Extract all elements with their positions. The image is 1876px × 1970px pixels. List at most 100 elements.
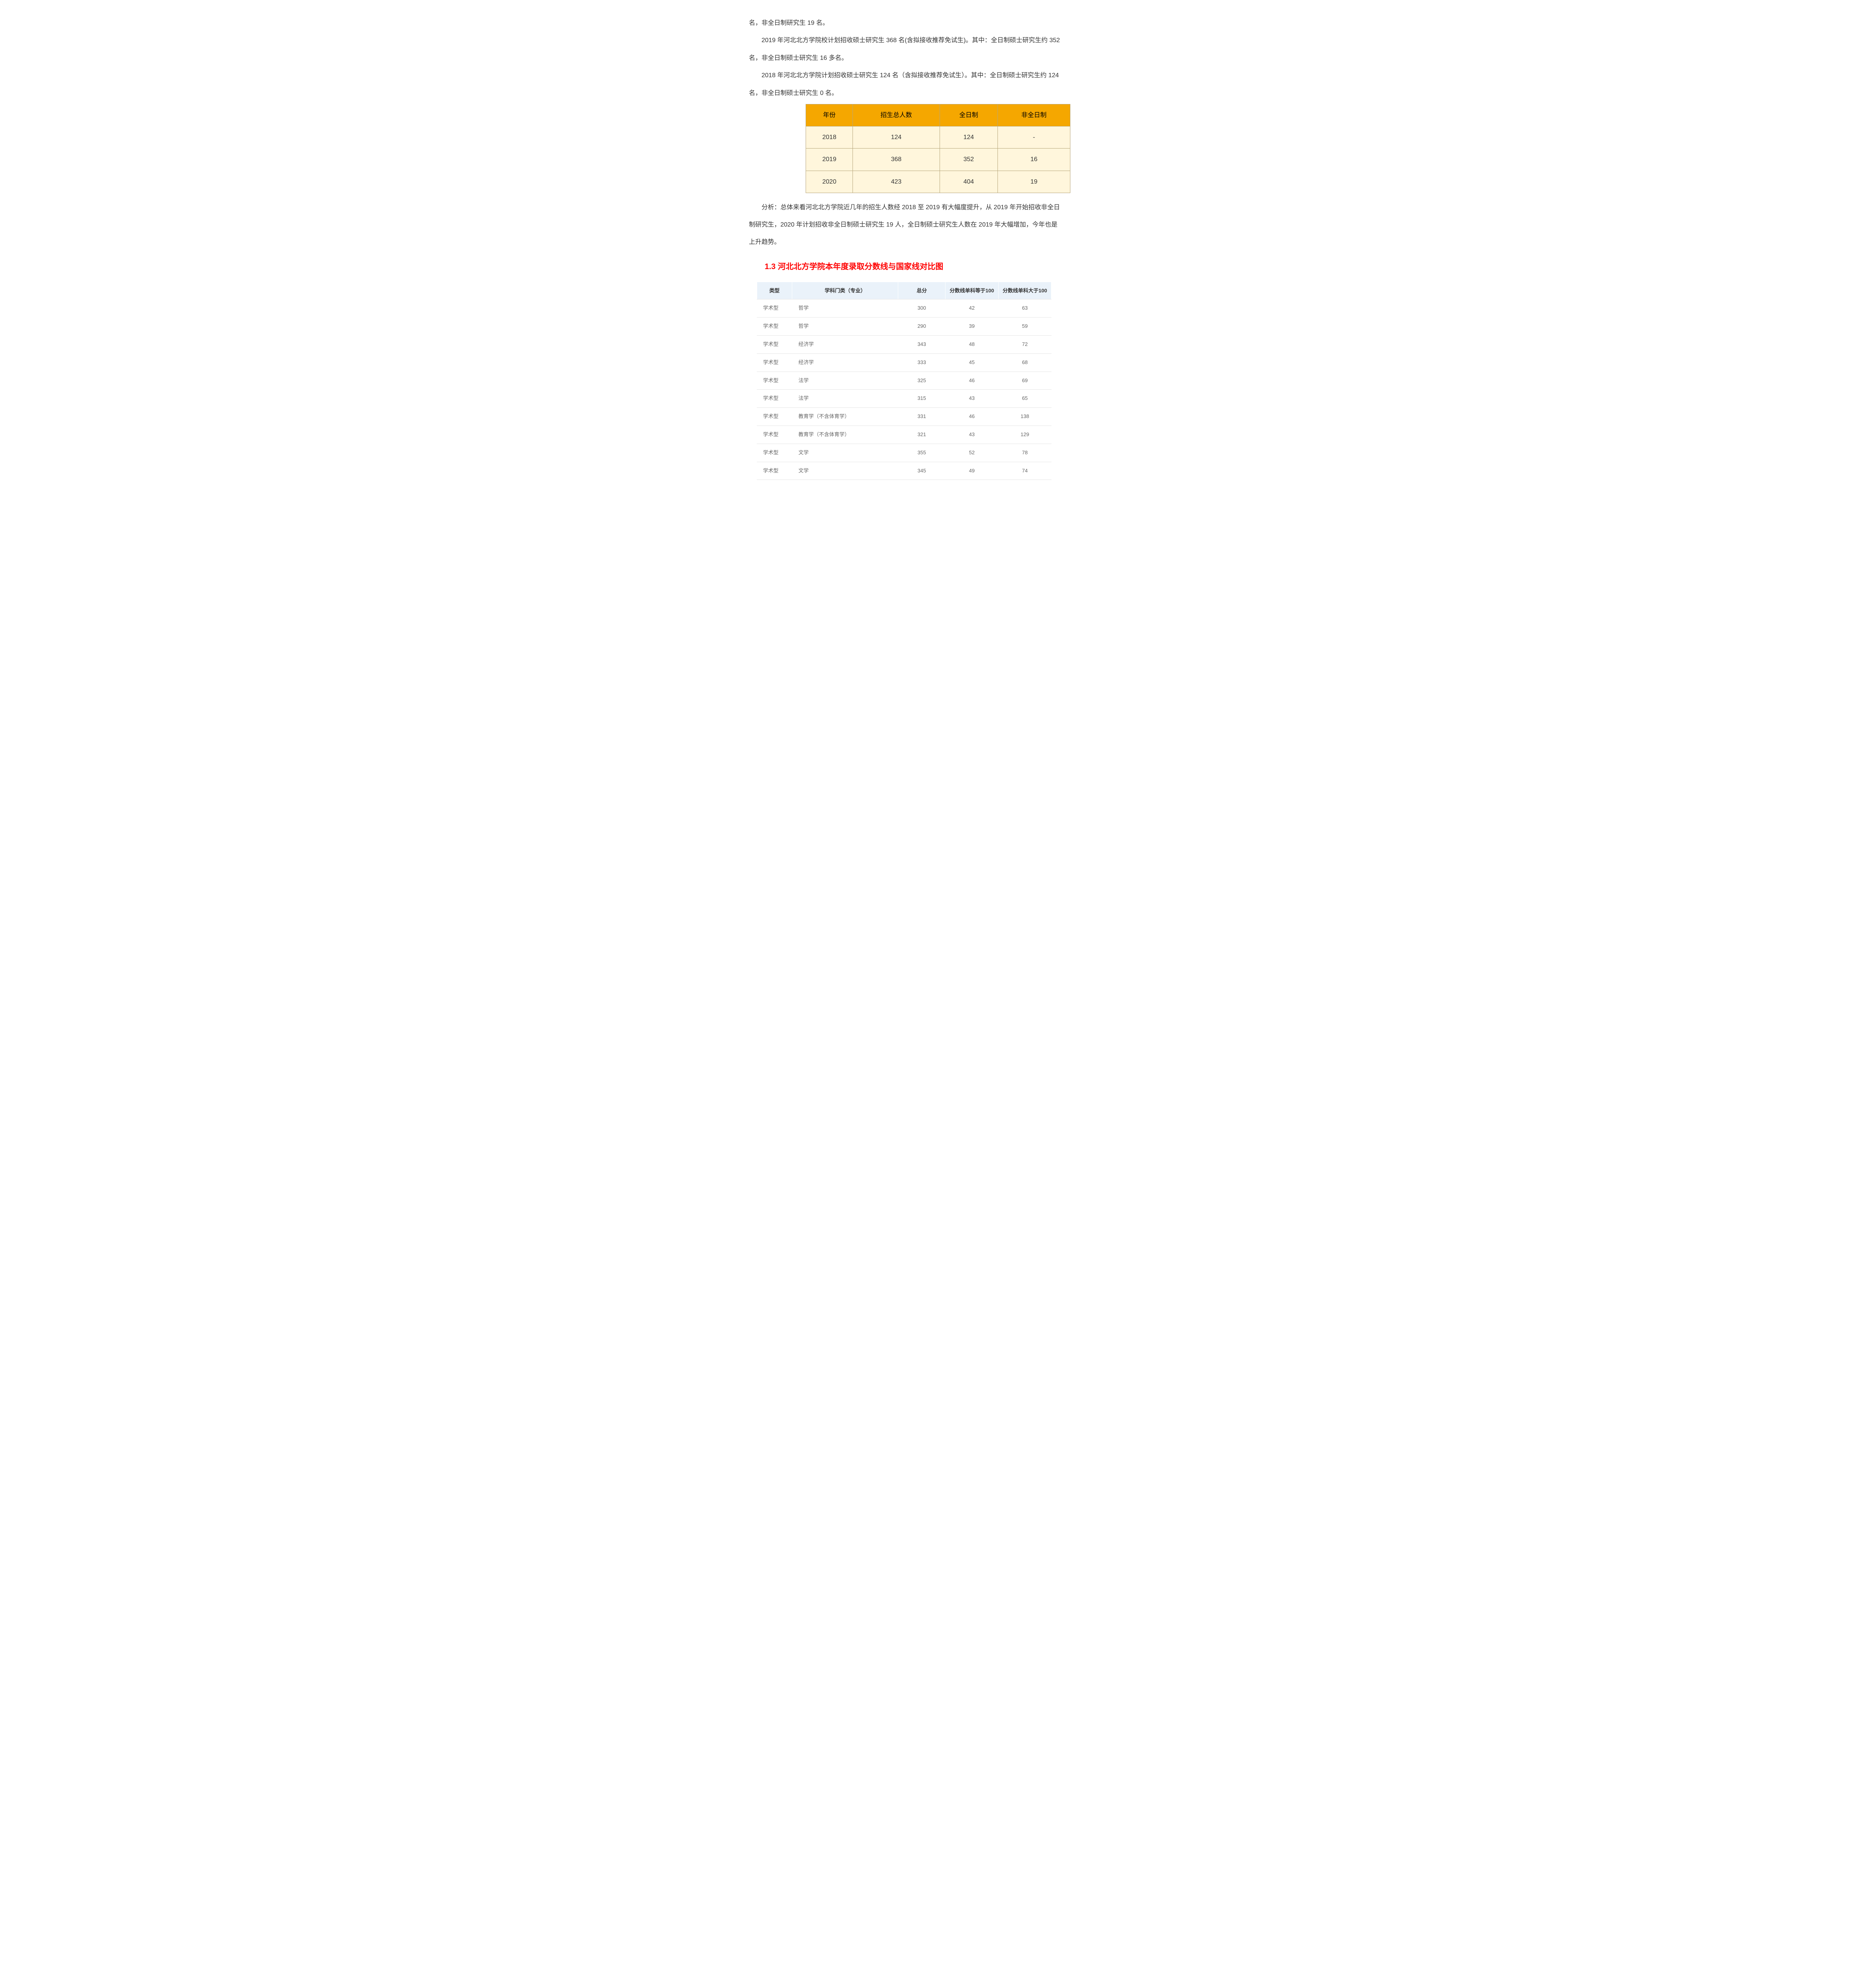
- cell-gt100: 65: [998, 390, 1051, 408]
- cell-eq100: 48: [945, 335, 999, 353]
- cell-gt100: 68: [998, 353, 1051, 372]
- section-heading-1.3: 1.3 河北北方学院本年度录取分数线与国家线对比图: [749, 257, 1127, 276]
- paragraph-continuation-1: 名，非全日制研究生 19 名。: [749, 16, 1127, 31]
- cell-type: 学术型: [757, 335, 792, 353]
- cell-gt100: 72: [998, 335, 1051, 353]
- cell-total: 355: [898, 444, 945, 462]
- col-total: 招生总人数: [853, 104, 940, 126]
- paragraph-analysis-cont2: 上升趋势。: [749, 235, 1127, 250]
- cell-total: 325: [898, 372, 945, 390]
- col-gt100: 分数线单科大于100: [998, 282, 1051, 299]
- cell-part: -: [998, 126, 1070, 149]
- cell-major: 经济学: [792, 335, 898, 353]
- table-row: 学术型法学3154365: [757, 390, 1051, 408]
- cell-full: 124: [940, 126, 998, 149]
- table-row: 201936835216: [806, 149, 1070, 171]
- cell-gt100: 69: [998, 372, 1051, 390]
- col-part: 非全日制: [998, 104, 1070, 126]
- table-header-row: 类型 学科门类（专业） 总分 分数线单科等于100 分数线单科大于100: [757, 282, 1051, 299]
- cell-major: 哲学: [792, 318, 898, 336]
- enrollment-table: 年份 招生总人数 全日制 非全日制 2018124124-20193683521…: [806, 104, 1070, 193]
- cell-gt100: 74: [998, 462, 1051, 480]
- cell-major: 教育学（不含体育学）: [792, 426, 898, 444]
- col-eq100: 分数线单科等于100: [945, 282, 999, 299]
- cell-part: 16: [998, 149, 1070, 171]
- table-row: 学术型哲学2903959: [757, 318, 1051, 336]
- cell-year: 2020: [806, 171, 853, 193]
- table-header-row: 年份 招生总人数 全日制 非全日制: [806, 104, 1070, 126]
- cell-full: 404: [940, 171, 998, 193]
- cell-total: 315: [898, 390, 945, 408]
- cell-eq100: 39: [945, 318, 999, 336]
- cell-major: 教育学（不含体育学）: [792, 408, 898, 426]
- cell-type: 学术型: [757, 299, 792, 318]
- cell-total: 331: [898, 408, 945, 426]
- cell-eq100: 52: [945, 444, 999, 462]
- col-major: 学科门类（专业）: [792, 282, 898, 299]
- cell-major: 文学: [792, 444, 898, 462]
- cell-eq100: 45: [945, 353, 999, 372]
- cell-eq100: 46: [945, 408, 999, 426]
- cell-type: 学术型: [757, 390, 792, 408]
- cell-eq100: 46: [945, 372, 999, 390]
- paragraph-analysis: 分析：总体来看河北北方学院近几年的招生人数经 2018 至 2019 有大幅度提…: [749, 200, 1127, 215]
- cell-full: 352: [940, 149, 998, 171]
- table-row: 学术型经济学3334568: [757, 353, 1051, 372]
- cell-gt100: 59: [998, 318, 1051, 336]
- col-type: 类型: [757, 282, 792, 299]
- cell-eq100: 43: [945, 426, 999, 444]
- cell-major: 法学: [792, 390, 898, 408]
- score-tbody: 学术型哲学3004263学术型哲学2903959学术型经济学3434872学术型…: [757, 299, 1051, 480]
- col-total: 总分: [898, 282, 945, 299]
- cell-eq100: 49: [945, 462, 999, 480]
- table-row: 2018124124-: [806, 126, 1070, 149]
- table-row: 学术型文学3454974: [757, 462, 1051, 480]
- table-row: 学术型哲学3004263: [757, 299, 1051, 318]
- cell-type: 学术型: [757, 318, 792, 336]
- table-row: 202042340419: [806, 171, 1070, 193]
- cell-major: 哲学: [792, 299, 898, 318]
- cell-eq100: 43: [945, 390, 999, 408]
- cell-type: 学术型: [757, 426, 792, 444]
- col-full: 全日制: [940, 104, 998, 126]
- cell-type: 学术型: [757, 408, 792, 426]
- paragraph-2018: 2018 年河北北方学院计划招收硕士研究生 124 名（含拟接收推荐免试生）。其…: [749, 68, 1127, 83]
- cell-type: 学术型: [757, 444, 792, 462]
- cell-gt100: 63: [998, 299, 1051, 318]
- cell-type: 学术型: [757, 372, 792, 390]
- cell-year: 2018: [806, 126, 853, 149]
- cell-gt100: 138: [998, 408, 1051, 426]
- paragraph-2018-cont: 名，非全日制硕士研究生 0 名。: [749, 86, 1127, 101]
- cell-year: 2019: [806, 149, 853, 171]
- cell-gt100: 129: [998, 426, 1051, 444]
- paragraph-analysis-cont1: 制研究生，2020 年计划招收非全日制硕士研究生 19 人，全日制硕士研究生人数…: [749, 217, 1127, 232]
- cell-eq100: 42: [945, 299, 999, 318]
- cell-total: 423: [853, 171, 940, 193]
- cell-major: 文学: [792, 462, 898, 480]
- cell-total: 300: [898, 299, 945, 318]
- paragraph-2019: 2019 年河北北方学院校计划招收硕士研究生 368 名(含拟接收推荐免试生)。…: [749, 33, 1127, 48]
- cell-part: 19: [998, 171, 1070, 193]
- cell-major: 经济学: [792, 353, 898, 372]
- table-row: 学术型法学3254669: [757, 372, 1051, 390]
- cell-total: 368: [853, 149, 940, 171]
- col-year: 年份: [806, 104, 853, 126]
- cell-total: 290: [898, 318, 945, 336]
- table-row: 学术型教育学（不含体育学）33146138: [757, 408, 1051, 426]
- document-page: 名，非全日制研究生 19 名。 2019 年河北北方学院校计划招收硕士研究生 3…: [749, 16, 1127, 480]
- cell-major: 法学: [792, 372, 898, 390]
- cell-total: 124: [853, 126, 940, 149]
- cell-type: 学术型: [757, 353, 792, 372]
- score-table: 类型 学科门类（专业） 总分 分数线单科等于100 分数线单科大于100 学术型…: [757, 282, 1052, 480]
- table-row: 学术型教育学（不含体育学）32143129: [757, 426, 1051, 444]
- cell-type: 学术型: [757, 462, 792, 480]
- enrollment-tbody: 2018124124-201936835216202042340419: [806, 126, 1070, 193]
- cell-total: 345: [898, 462, 945, 480]
- cell-total: 343: [898, 335, 945, 353]
- cell-total: 321: [898, 426, 945, 444]
- table-row: 学术型经济学3434872: [757, 335, 1051, 353]
- paragraph-2019-cont: 名，非全日制硕士研究生 16 多名。: [749, 51, 1127, 66]
- cell-total: 333: [898, 353, 945, 372]
- cell-gt100: 78: [998, 444, 1051, 462]
- table-row: 学术型文学3555278: [757, 444, 1051, 462]
